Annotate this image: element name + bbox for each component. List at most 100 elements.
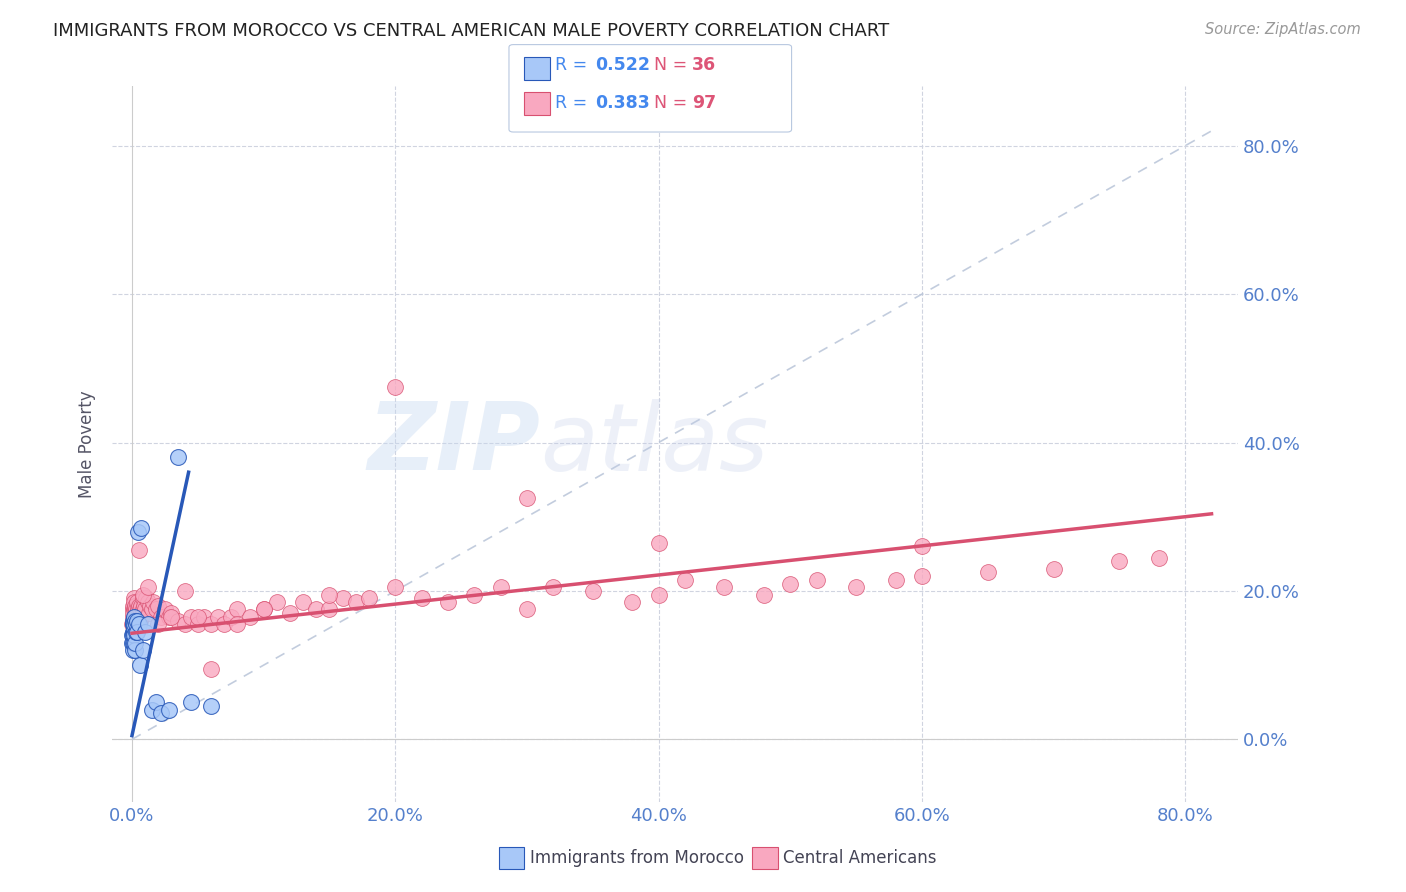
Point (125, 617, 148, 632)
Point (193, 610, 215, 624)
Point (157, 703, 180, 717)
Point (127, 602, 149, 616)
Point (673, 573, 696, 587)
Text: Source: ZipAtlas.com: Source: ZipAtlas.com (1205, 22, 1361, 37)
Point (253, 602, 276, 616)
Point (122, 636, 145, 650)
Point (136, 580, 159, 594)
Point (124, 599, 146, 613)
Point (318, 588, 340, 602)
Text: 0.522: 0.522 (595, 56, 650, 74)
Point (806, 573, 828, 587)
Point (125, 602, 148, 616)
Point (125, 614, 148, 628)
Point (411, 591, 433, 606)
Text: Immigrants from Morocco: Immigrants from Morocco (530, 849, 744, 867)
Point (138, 606, 160, 620)
Point (357, 591, 380, 606)
Point (153, 602, 176, 616)
Point (180, 610, 202, 624)
Point (582, 583, 605, 598)
Point (132, 599, 155, 613)
Point (278, 606, 301, 620)
Point (489, 580, 512, 594)
Point (911, 540, 934, 554)
Point (122, 606, 145, 620)
Point (122, 595, 145, 609)
Point (124, 610, 146, 624)
Point (219, 610, 242, 624)
Point (516, 491, 538, 505)
Point (779, 576, 801, 591)
Point (253, 602, 276, 616)
Point (129, 599, 152, 613)
Point (125, 614, 148, 628)
Point (145, 695, 167, 709)
Point (160, 610, 183, 624)
Point (124, 614, 146, 628)
Text: R =: R = (555, 94, 593, 112)
Point (167, 614, 190, 628)
Point (149, 706, 172, 721)
Point (187, 617, 209, 632)
Point (128, 610, 150, 624)
Point (647, 588, 669, 602)
Point (226, 617, 249, 632)
Point (344, 595, 367, 609)
Text: N =: N = (654, 56, 693, 74)
Point (128, 614, 150, 628)
Point (977, 566, 1000, 580)
Point (128, 602, 150, 616)
Point (305, 602, 328, 616)
Point (122, 636, 145, 650)
Text: IMMIGRANTS FROM MOROCCO VS CENTRAL AMERICAN MALE POVERTY CORRELATION CHART: IMMIGRANTS FROM MOROCCO VS CENTRAL AMERI… (53, 22, 890, 40)
Point (173, 617, 195, 632)
Point (125, 624, 148, 639)
Point (122, 643, 145, 657)
Point (1108, 554, 1130, 568)
Point (463, 588, 485, 602)
Point (122, 591, 145, 606)
Point (122, 617, 145, 632)
Point (200, 698, 222, 713)
Point (752, 588, 775, 602)
Point (122, 624, 145, 639)
Point (621, 595, 644, 609)
Point (127, 595, 149, 609)
Point (127, 606, 149, 620)
Point (884, 573, 907, 587)
Point (122, 621, 145, 635)
Point (127, 524, 149, 539)
Point (148, 599, 170, 613)
Point (292, 595, 315, 609)
Point (845, 580, 868, 594)
Point (121, 628, 143, 642)
Point (134, 602, 156, 616)
Point (136, 595, 159, 609)
Point (384, 580, 406, 594)
Point (124, 614, 146, 628)
Point (149, 610, 172, 624)
Point (141, 602, 163, 616)
Point (131, 588, 153, 602)
Point (121, 624, 143, 639)
Point (226, 602, 249, 616)
Point (647, 535, 669, 549)
Point (157, 610, 180, 624)
Point (131, 602, 153, 616)
Point (145, 602, 167, 616)
Point (135, 591, 157, 606)
Point (122, 599, 145, 613)
Point (131, 643, 153, 657)
Point (141, 703, 163, 717)
Text: R =: R = (555, 56, 593, 74)
Y-axis label: Male Poverty: Male Poverty (79, 391, 96, 499)
Text: 36: 36 (692, 56, 716, 74)
Point (384, 380, 406, 394)
Point (121, 617, 143, 632)
Point (239, 610, 262, 624)
Point (136, 617, 159, 632)
Point (167, 450, 190, 465)
Point (122, 628, 145, 642)
Point (128, 617, 150, 632)
